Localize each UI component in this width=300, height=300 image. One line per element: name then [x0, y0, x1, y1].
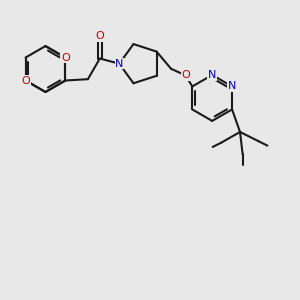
- Text: O: O: [61, 52, 70, 62]
- Text: O: O: [21, 76, 30, 85]
- Text: O: O: [181, 70, 190, 80]
- Text: O: O: [95, 31, 104, 41]
- Text: N: N: [208, 70, 216, 80]
- Text: N: N: [115, 59, 123, 69]
- Text: N: N: [228, 82, 236, 92]
